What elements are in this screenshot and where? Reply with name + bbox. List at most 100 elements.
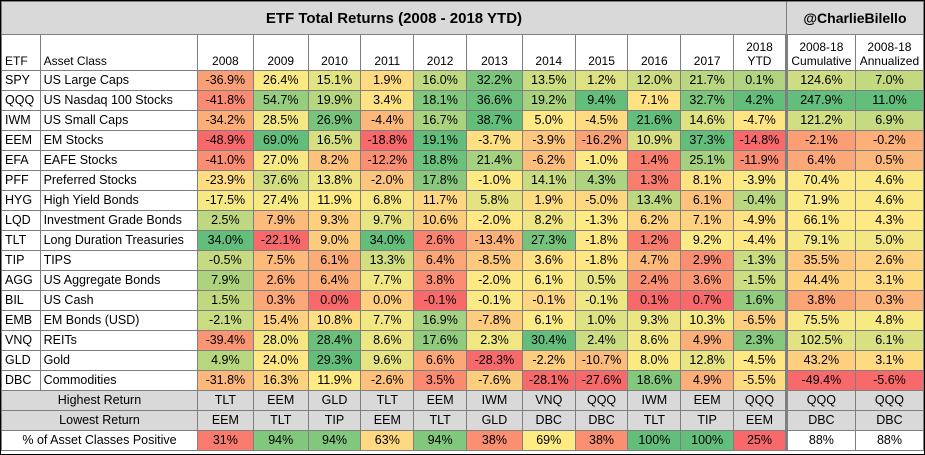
cumulative-cell: 44.4% xyxy=(784,270,856,291)
return-cell: -27.6% xyxy=(574,370,629,391)
asset-class-cell: EM Stocks xyxy=(39,130,198,151)
return-cell: -0.1% xyxy=(413,290,468,311)
return-cell: -2.0% xyxy=(466,210,523,231)
annualized-cell: -0.2% xyxy=(854,130,925,151)
return-cell: 6.2% xyxy=(627,210,682,231)
pct-positive-row-cell: 31% xyxy=(196,430,254,451)
return-cell: 10.9% xyxy=(627,130,682,151)
title-row: ETF Total Returns (2008 - 2018 YTD) @Cha… xyxy=(1,1,925,35)
return-cell: 10.6% xyxy=(413,210,468,231)
return-cell: -3.9% xyxy=(521,130,576,151)
return-cell: 24.0% xyxy=(252,350,309,371)
return-cell: 0.0% xyxy=(360,290,415,311)
return-cell: -4.4% xyxy=(733,230,787,251)
return-cell: 7.1% xyxy=(680,210,735,231)
lowest-return-row: Lowest Return EEM TLT TIP EEM TLT GLD DBC DBC TLT… xyxy=(1,410,925,431)
pct-positive-row-cell: 25% xyxy=(733,430,787,451)
annualized-cell: 5.0% xyxy=(854,230,925,251)
return-cell: -11.9% xyxy=(733,150,787,171)
return-cell: -23.9% xyxy=(196,170,254,191)
highest-return-row-cell: IWM xyxy=(466,390,523,411)
annualized-cell: 4.3% xyxy=(854,210,925,231)
highest-return-row-cell: QQQ xyxy=(784,390,856,411)
return-cell: 2.3% xyxy=(733,330,787,351)
cumulative-cell: 121.2% xyxy=(784,110,856,131)
return-cell: 7.7% xyxy=(360,270,415,291)
return-cell: 6.4% xyxy=(307,270,362,291)
return-cell: 9.0% xyxy=(307,230,362,251)
return-cell: 36.6% xyxy=(466,90,523,111)
return-cell: 8.6% xyxy=(627,330,682,351)
return-cell: 37.3% xyxy=(680,130,735,151)
header-ytd-line2: YTD xyxy=(747,54,772,68)
return-cell: -14.8% xyxy=(733,130,787,151)
return-cell: 4.9% xyxy=(196,350,254,371)
return-cell: -6.5% xyxy=(733,310,787,331)
return-cell: 4.9% xyxy=(680,330,735,351)
return-cell: 3.4% xyxy=(360,90,415,111)
return-cell: 25.1% xyxy=(680,150,735,171)
highest-return-row-cell: TLT xyxy=(360,390,415,411)
return-cell: -41.8% xyxy=(196,90,254,111)
asset-class-cell: US Nasdaq 100 Stocks xyxy=(39,90,198,111)
return-cell: 2.6% xyxy=(252,270,309,291)
return-cell: 7.1% xyxy=(627,90,682,111)
lowest-return-row-cell: TIP xyxy=(307,410,362,431)
return-cell: -28.1% xyxy=(521,370,576,391)
return-cell: -12.2% xyxy=(360,150,415,171)
cumulative-cell: 6.4% xyxy=(784,150,856,171)
return-cell: 9.6% xyxy=(360,350,415,371)
pct-positive-row-cell: 94% xyxy=(307,430,362,451)
header-year: 2012 xyxy=(413,34,468,71)
return-cell: 7.7% xyxy=(360,310,415,331)
return-cell: -2.6% xyxy=(360,370,415,391)
return-cell: 2.3% xyxy=(466,330,523,351)
return-cell: 8.2% xyxy=(307,150,362,171)
return-cell: -4.5% xyxy=(574,110,629,131)
annualized-cell: 3.1% xyxy=(854,350,925,371)
return-cell: 9.2% xyxy=(680,230,735,251)
return-cell: 2.6% xyxy=(413,230,468,251)
return-cell: 28.0% xyxy=(252,330,309,351)
return-cell: -7.8% xyxy=(466,310,523,331)
asset-class-cell: REITs xyxy=(39,330,198,351)
header-year: 2017 xyxy=(680,34,735,71)
return-cell: 13.4% xyxy=(627,190,682,211)
return-cell: -13.4% xyxy=(466,230,523,251)
asset-class-cell: Gold xyxy=(39,350,198,371)
return-cell: -41.0% xyxy=(196,150,254,171)
return-cell: -3.9% xyxy=(733,170,787,191)
return-cell: -2.0% xyxy=(466,270,523,291)
return-cell: 16.3% xyxy=(252,370,309,391)
return-cell: 28.4% xyxy=(307,330,362,351)
pct-positive-row: % of Asset Classes Positive 31% 94% 94% 63% 9… xyxy=(1,430,925,451)
pct-positive-row-cell: 100% xyxy=(680,430,735,451)
cumulative-cell: 79.1% xyxy=(784,230,856,251)
header-asset-class: Asset Class xyxy=(39,34,198,71)
return-cell: 9.3% xyxy=(307,210,362,231)
lowest-return-row-cell: EEM xyxy=(196,410,254,431)
return-cell: 6.4% xyxy=(413,250,468,271)
asset-class-cell: Preferred Stocks xyxy=(39,170,198,191)
table-row: EFA EAFE Stocks -41.0% 27.0% 8.2% -12.2% 18.8%… xyxy=(1,150,925,171)
return-cell: 3.6% xyxy=(521,250,576,271)
return-cell: 14.1% xyxy=(521,170,576,191)
return-cell: 26.4% xyxy=(252,70,309,91)
cumulative-cell: -2.1% xyxy=(784,130,856,151)
ticker-cell: EFA xyxy=(1,150,41,171)
lowest-return-row-cell: DBC xyxy=(574,410,629,431)
return-cell: 69.0% xyxy=(252,130,309,151)
return-cell: -48.9% xyxy=(196,130,254,151)
return-cell: -1.8% xyxy=(574,250,629,271)
table-row: DBC Commodities -31.8% 16.3% 11.9% -2.6% 3.5% -… xyxy=(1,370,925,391)
ticker-cell: TIP xyxy=(1,250,41,271)
table-row: TIP TIPS -0.5% 7.5% 6.1% 13.3% 6.4% -8.5% 3.6% -1… xyxy=(1,250,925,271)
return-cell: 19.1% xyxy=(413,130,468,151)
pct-positive-row-cell: 69% xyxy=(521,430,576,451)
return-cell: 1.2% xyxy=(627,230,682,251)
return-cell: -8.5% xyxy=(466,250,523,271)
return-cell: -1.0% xyxy=(466,170,523,191)
return-cell: 15.4% xyxy=(252,310,309,331)
table-row: EMB EM Bonds (USD) -2.1% 15.4% 10.8% 7.7% 16.9… xyxy=(1,310,925,331)
return-cell: -2.0% xyxy=(360,170,415,191)
